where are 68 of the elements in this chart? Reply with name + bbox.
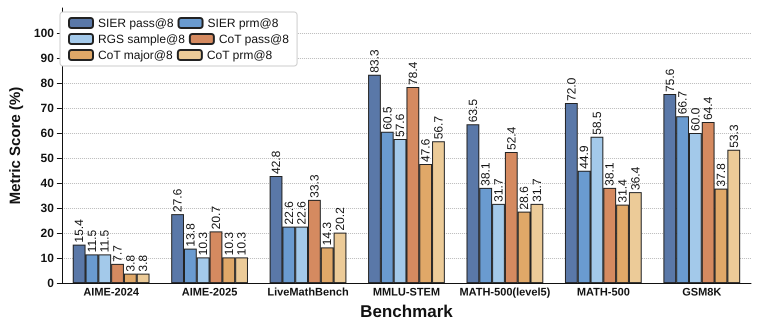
data-label: 20.2 <box>333 206 348 231</box>
data-label: 52.4 <box>504 126 518 150</box>
data-label: 53.3 <box>726 124 741 148</box>
legend-label: RGS sample@8 <box>98 32 186 46</box>
data-label: 7.7 <box>110 244 125 262</box>
data-label: 44.9 <box>577 145 592 169</box>
data-label: 63.5 <box>466 98 480 122</box>
y-tick-label: 80 <box>40 76 54 90</box>
data-label: 47.6 <box>418 138 433 162</box>
data-label: 60.5 <box>380 106 394 130</box>
data-label: 11.5 <box>98 230 112 252</box>
x-tick-label: MATH-500 <box>576 286 630 299</box>
data-label: 11.5 <box>84 230 99 252</box>
x-tick-label: MATH-500(level5) <box>459 286 551 299</box>
y-tick-label: 30 <box>40 201 54 216</box>
legend-label: CoT pass@8 <box>218 32 290 46</box>
legend-label: SIER pass@8 <box>98 16 174 30</box>
data-label: 33.3 <box>307 174 322 198</box>
data-label: 37.8 <box>714 162 728 187</box>
data-label: 75.6 <box>662 68 677 92</box>
data-label: 10.3 <box>196 232 210 256</box>
data-label: 42.8 <box>269 150 284 174</box>
y-tick-label: 50 <box>40 151 54 166</box>
x-axis-title: Benchmark <box>360 302 454 321</box>
y-tick-label: 40 <box>40 176 54 190</box>
x-tick-label: LiveMathBench <box>267 286 349 299</box>
data-label: 20.7 <box>208 206 223 230</box>
data-label: 36.4 <box>628 166 642 190</box>
x-tick-label: AIME-2025 <box>182 286 238 299</box>
data-label: 31.4 <box>616 178 630 203</box>
data-label: 3.8 <box>123 254 138 272</box>
legend-label: SIER prm@8 <box>208 16 279 30</box>
y-tick-label: 90 <box>40 51 54 66</box>
x-tick-label: MMLU-STEM <box>372 286 440 299</box>
data-label: 56.7 <box>431 116 446 140</box>
y-axis-title: Metric Score (%) <box>7 86 24 204</box>
y-tick-label: 100 <box>34 26 54 40</box>
data-label: 57.6 <box>393 113 408 138</box>
data-label: 78.4 <box>406 61 420 86</box>
data-label: 15.4 <box>72 218 86 243</box>
data-label: 31.7 <box>530 178 544 202</box>
y-tick-label: 10 <box>40 251 54 266</box>
data-label: 3.8 <box>136 254 150 272</box>
data-label: 10.3 <box>234 232 249 256</box>
data-label: 66.7 <box>676 90 690 114</box>
data-label: 83.3 <box>367 49 382 73</box>
data-label: 60.0 <box>688 107 702 132</box>
y-tick-label: 20 <box>40 226 54 240</box>
data-label: 14.3 <box>320 222 334 246</box>
data-label: 10.3 <box>222 232 236 256</box>
y-tick-label: 60 <box>40 126 54 140</box>
x-tick-label: GSM8K <box>682 286 722 299</box>
data-label: 27.6 <box>170 188 185 212</box>
data-label: 28.6 <box>517 186 532 210</box>
data-label: 31.7 <box>492 178 506 202</box>
data-label: 64.4 <box>701 96 716 120</box>
data-label: 72.0 <box>564 77 578 102</box>
data-label: 38.1 <box>478 162 493 186</box>
data-label: 58.5 <box>590 111 604 135</box>
legend-label: CoT prm@8 <box>206 48 272 62</box>
y-tick-label: 0 <box>47 276 54 290</box>
legend-label: CoT major@8 <box>98 48 173 62</box>
y-tick-label: 70 <box>40 101 54 116</box>
x-tick-label: AIME-2024 <box>83 286 140 299</box>
data-label: 38.1 <box>602 162 617 186</box>
data-label: 13.8 <box>183 222 198 247</box>
data-label: 22.6 <box>282 200 296 225</box>
data-label: 22.6 <box>294 200 309 225</box>
